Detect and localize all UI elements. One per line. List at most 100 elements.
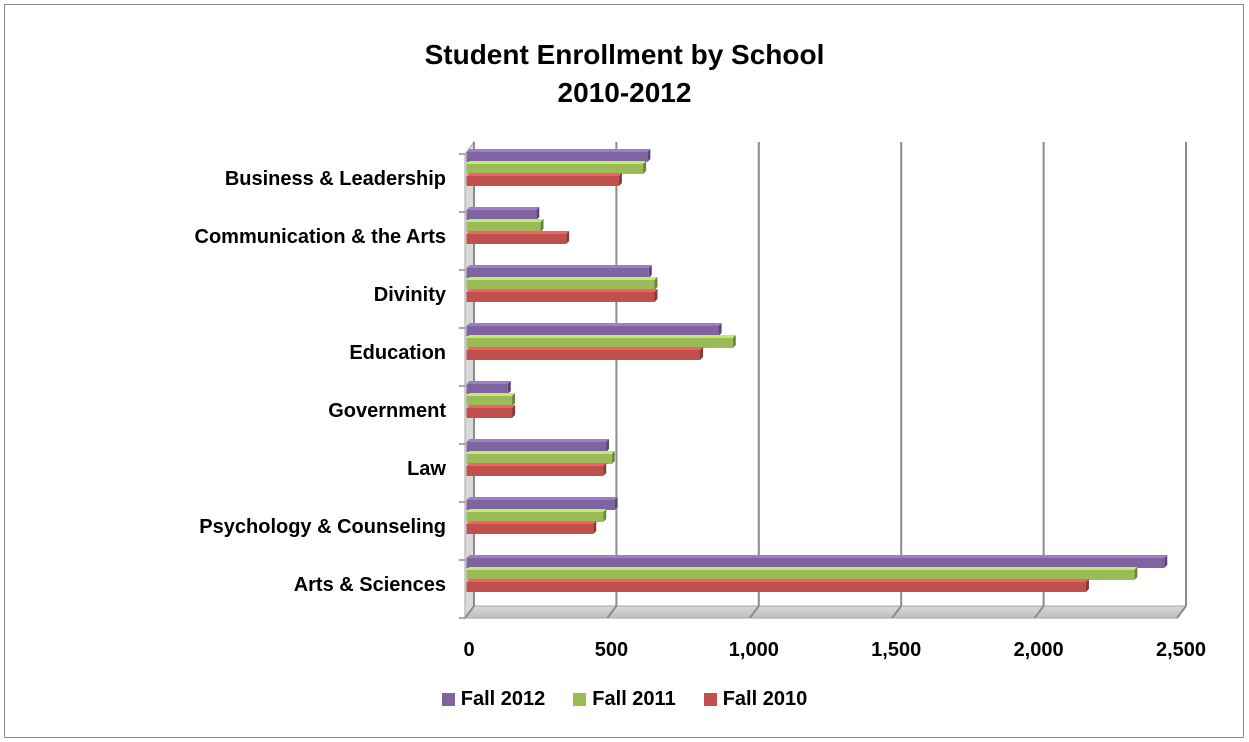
bar-end-face bbox=[512, 393, 516, 406]
bar-front-face bbox=[466, 292, 655, 302]
y-category-label: Business & Leadership bbox=[225, 168, 446, 190]
bar-front-face bbox=[466, 524, 594, 534]
bar-top-face bbox=[466, 323, 722, 326]
bar bbox=[466, 231, 570, 244]
bar-end-face bbox=[536, 207, 540, 220]
gridline-floor-0 bbox=[464, 605, 475, 619]
bar-top-face bbox=[466, 173, 622, 176]
bar bbox=[466, 347, 704, 360]
bar bbox=[466, 289, 658, 302]
x-tick-label: 1,000 bbox=[729, 639, 779, 661]
bar-top-face bbox=[466, 381, 511, 384]
bar-front-face bbox=[466, 164, 644, 174]
bar-end-face bbox=[611, 451, 615, 464]
legend-label: Fall 2010 bbox=[722, 688, 808, 710]
bar-front-face bbox=[466, 350, 701, 360]
bar bbox=[466, 219, 544, 232]
bar-top-face bbox=[466, 161, 647, 164]
bar-top-face bbox=[466, 207, 540, 210]
bar-top-face bbox=[466, 149, 651, 152]
chart-subtitle: 2010-2012 bbox=[557, 77, 692, 108]
legend-item: Fall 2012 bbox=[441, 688, 546, 711]
bar bbox=[466, 207, 540, 220]
bar-top-face bbox=[466, 463, 607, 466]
legend-swatch bbox=[703, 693, 717, 706]
axis-layer bbox=[459, 153, 465, 619]
chart-legend: Fall 2012 Fall 2011 Fall 2010 bbox=[0, 688, 1249, 711]
bar bbox=[466, 161, 647, 174]
x-tick-label: 0 bbox=[463, 639, 474, 661]
bar-top-face bbox=[466, 277, 658, 280]
bar-top-face bbox=[466, 567, 1138, 570]
gridline-floor-1500 bbox=[891, 605, 903, 619]
bar-front-face bbox=[466, 454, 612, 464]
chart-floor bbox=[464, 605, 1187, 619]
bar bbox=[466, 579, 1089, 592]
bar bbox=[466, 521, 597, 534]
bar-top-face bbox=[466, 231, 570, 234]
bar bbox=[466, 323, 722, 336]
bar-front-face bbox=[466, 210, 537, 220]
bar-top-face bbox=[466, 219, 544, 222]
bar-front-face bbox=[466, 326, 719, 336]
bar-end-face bbox=[507, 381, 511, 394]
gridline-floor-1000 bbox=[748, 605, 760, 619]
bar-end-face bbox=[593, 521, 597, 534]
bar-front-face bbox=[466, 466, 604, 476]
bar-layer bbox=[466, 149, 1168, 592]
bar-front-face bbox=[466, 234, 567, 244]
bar-front-face bbox=[466, 384, 508, 394]
bar-front-face bbox=[466, 176, 619, 186]
x-tick-label: 1,500 bbox=[871, 639, 921, 661]
legend-label: Fall 2011 bbox=[592, 688, 676, 710]
bar-top-face bbox=[466, 439, 610, 442]
label-layer: 0 500 1,000 1,500 2,000 2,500 Business & Leade… bbox=[195, 168, 1207, 661]
chart-title-block: Student Enrollment by School 2010-2012 bbox=[0, 36, 1249, 112]
bar bbox=[466, 405, 516, 418]
bar-end-face bbox=[566, 231, 570, 244]
y-category-label: Divinity bbox=[374, 284, 447, 306]
bar bbox=[466, 567, 1138, 580]
bar bbox=[466, 265, 652, 278]
bar bbox=[466, 173, 622, 186]
bar-end-face bbox=[700, 347, 704, 360]
bar-top-face bbox=[466, 509, 607, 512]
bar-end-face bbox=[618, 173, 622, 186]
bar-end-face bbox=[512, 405, 516, 418]
bar-end-face bbox=[643, 161, 647, 174]
bar-end-face bbox=[540, 219, 544, 232]
bar-front-face bbox=[466, 558, 1165, 568]
x-tick-label: 500 bbox=[595, 639, 628, 661]
bar bbox=[466, 149, 651, 162]
gridline-floor-500 bbox=[606, 605, 618, 619]
bar-top-face bbox=[466, 451, 615, 454]
bar-top-face bbox=[466, 497, 618, 500]
bar-front-face bbox=[466, 222, 541, 232]
bar-front-face bbox=[466, 500, 615, 510]
bar-front-face bbox=[466, 570, 1135, 580]
bar bbox=[466, 439, 610, 452]
y-category-label: Psychology & Counseling bbox=[199, 516, 446, 538]
bar-front-face bbox=[466, 268, 649, 278]
bar-top-face bbox=[466, 521, 597, 524]
gridline-floor-2500 bbox=[1176, 605, 1187, 619]
bar bbox=[466, 509, 607, 522]
legend-item: Fall 2010 bbox=[703, 688, 808, 711]
bar-front-face bbox=[466, 280, 655, 290]
bar-front-face bbox=[466, 582, 1086, 592]
bar-top-face bbox=[466, 579, 1089, 582]
bar bbox=[466, 393, 516, 406]
bar-end-face bbox=[647, 149, 651, 162]
bar-end-face bbox=[654, 277, 658, 290]
bar-end-face bbox=[648, 265, 652, 278]
bar bbox=[466, 463, 607, 476]
y-category-label: Education bbox=[349, 342, 446, 364]
bar-end-face bbox=[732, 335, 736, 348]
bar bbox=[466, 277, 658, 290]
bar-front-face bbox=[466, 512, 604, 522]
legend-label: Fall 2012 bbox=[460, 688, 546, 710]
y-category-label: Government bbox=[328, 400, 446, 422]
bar-end-face bbox=[654, 289, 658, 302]
bar-top-face bbox=[466, 405, 516, 408]
